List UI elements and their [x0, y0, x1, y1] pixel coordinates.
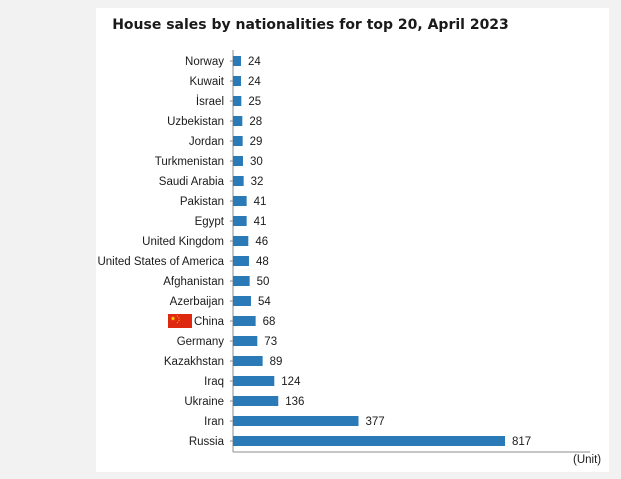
bar [233, 216, 247, 226]
value-label: 41 [254, 216, 267, 228]
value-label: 29 [250, 136, 263, 148]
value-label: 41 [254, 196, 267, 208]
chart-title: House sales by nationalities for top 20,… [112, 17, 509, 33]
category-label: Pakistan [180, 196, 224, 208]
chart-panel [96, 8, 609, 472]
category-label: Uzbekistan [167, 116, 224, 128]
bar [233, 436, 505, 446]
value-label: 25 [248, 96, 261, 108]
category-label: Iraq [204, 376, 224, 388]
bar [233, 416, 359, 426]
category-label: Iran [204, 416, 224, 428]
bar [233, 256, 249, 266]
value-label: 68 [263, 316, 276, 328]
value-label: 73 [264, 336, 277, 348]
bar [233, 356, 263, 366]
bar [233, 116, 243, 126]
bar [233, 96, 242, 106]
bar [233, 376, 275, 386]
bar [233, 236, 249, 246]
value-label: 46 [255, 236, 268, 248]
value-label: 136 [285, 396, 304, 408]
category-label: China [194, 316, 225, 328]
category-label: Egypt [195, 216, 225, 228]
bar [233, 276, 250, 286]
category-label: United Kingdom [142, 236, 224, 248]
category-label: United States of America [97, 256, 224, 268]
category-label: Russia [189, 436, 225, 448]
category-label: İsrael [196, 95, 224, 108]
category-label: Kazakhstan [164, 356, 224, 368]
value-label: 30 [250, 156, 263, 168]
category-label: Germany [177, 336, 225, 348]
china-flag-icon [168, 314, 192, 328]
unit-label: (Unit) [573, 454, 601, 466]
category-label: Jordan [189, 136, 224, 148]
category-label: Norway [185, 56, 224, 68]
value-label: 24 [248, 76, 261, 88]
category-label: Azerbaijan [170, 296, 224, 308]
category-label: Saudi Arabia [159, 176, 225, 188]
value-label: 54 [258, 296, 271, 308]
bar [233, 336, 258, 346]
bar [233, 196, 247, 206]
bar [233, 76, 241, 86]
bar [233, 56, 241, 66]
value-label: 50 [257, 276, 270, 288]
value-label: 32 [251, 176, 264, 188]
value-label: 28 [249, 116, 262, 128]
category-label: Afghanistan [163, 276, 224, 288]
value-label: 377 [366, 416, 385, 428]
bar [233, 396, 279, 406]
bar [233, 176, 244, 186]
value-label: 124 [281, 376, 301, 388]
value-label: 817 [512, 436, 531, 448]
bar [233, 156, 243, 166]
category-label: Turkmenistan [155, 156, 224, 168]
value-label: 48 [256, 256, 269, 268]
category-label: Ukraine [184, 396, 224, 408]
bar [233, 136, 243, 146]
bar [233, 316, 256, 326]
category-label: Kuwait [189, 76, 224, 88]
value-label: 89 [270, 356, 283, 368]
bar [233, 296, 251, 306]
value-label: 24 [248, 56, 261, 68]
